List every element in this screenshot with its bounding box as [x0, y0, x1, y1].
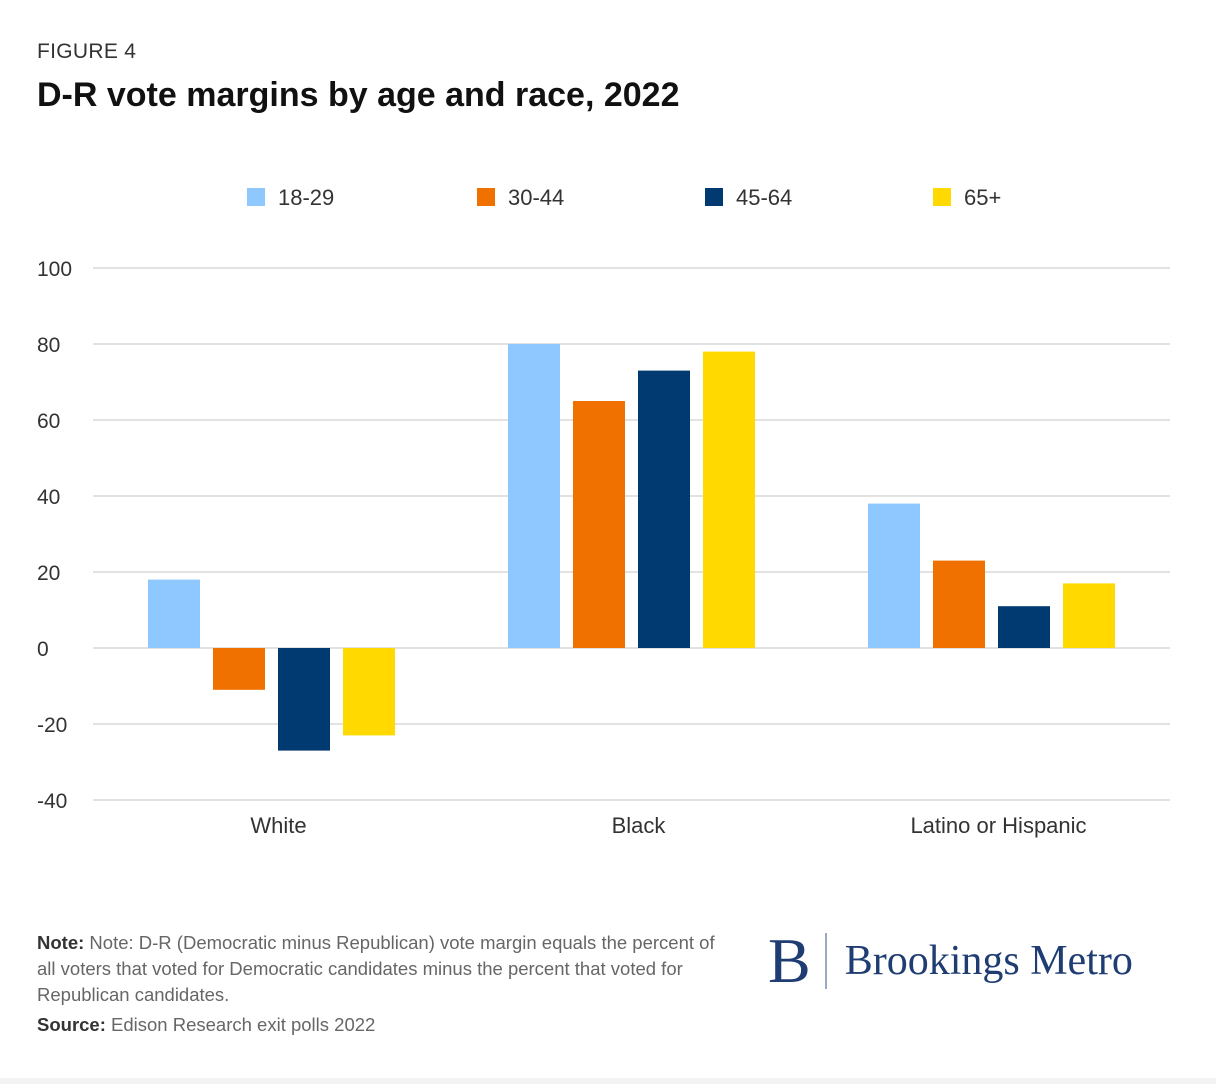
legend-swatch-45-64 [705, 188, 723, 206]
bar-18-29-latino-or-hispanic [868, 503, 920, 648]
y-tick-label: 40 [37, 486, 60, 509]
footer-source: Source: Edison Research exit polls 2022 [37, 1014, 375, 1036]
bar-45-64-white [278, 648, 330, 751]
source-label: Source: [37, 1014, 106, 1035]
legend-label-65+: 65+ [964, 185, 1001, 210]
chart-title: D-R vote margins by age and race, 2022 [37, 76, 680, 114]
bar-30-44-white [213, 648, 265, 690]
y-tick-label: -40 [37, 790, 67, 813]
legend-swatch-65+ [933, 188, 951, 206]
x-tick-label: White [250, 813, 306, 838]
bar-65+-latino-or-hispanic [1063, 583, 1115, 648]
legend-label-45-64: 45-64 [736, 185, 792, 210]
legend-swatch-30-44 [477, 188, 495, 206]
brand-divider [824, 933, 827, 989]
bar-18-29-white [148, 579, 200, 648]
bar-30-44-latino-or-hispanic [933, 560, 985, 648]
y-tick-label: -20 [37, 714, 67, 737]
brookings-metro-logo: B Brookings Metro [768, 926, 1133, 996]
x-tick-label: Latino or Hispanic [910, 813, 1086, 838]
footer-note: Note: Note: D-R (Democratic minus Republ… [37, 930, 737, 1008]
brand-name: Brookings Metro [844, 938, 1133, 984]
y-tick-label: 60 [37, 410, 60, 433]
bar-chart: 18-29 30-44 45-64 65+ 100 80 60 40 20 0 -20 -40 Whit… [37, 185, 1170, 838]
y-tick-label: 0 [37, 638, 49, 661]
y-tick-label: 100 [37, 258, 72, 281]
source-text: Edison Research exit polls 2022 [111, 1014, 376, 1035]
bar-18-29-black [508, 344, 560, 648]
y-tick-label: 20 [37, 562, 60, 585]
bar-65+-black [703, 351, 755, 648]
bottom-rule [0, 1078, 1216, 1084]
legend-label-18-29: 18-29 [278, 185, 334, 210]
bar-65+-white [343, 648, 395, 736]
legend-swatch-18-29 [247, 188, 265, 206]
y-tick-label: 80 [37, 334, 60, 357]
bar-45-64-latino-or-hispanic [998, 606, 1050, 648]
note-text: Note: D-R (Democratic minus Republican) … [37, 932, 715, 1005]
bar-30-44-black [573, 401, 625, 648]
x-tick-label: Black [612, 813, 667, 838]
bar-45-64-black [638, 370, 690, 648]
note-label: Note: [37, 932, 85, 953]
brand-monogram: B [768, 925, 811, 996]
figure-label: FIGURE 4 [37, 40, 137, 63]
legend-label-30-44: 30-44 [508, 185, 564, 210]
